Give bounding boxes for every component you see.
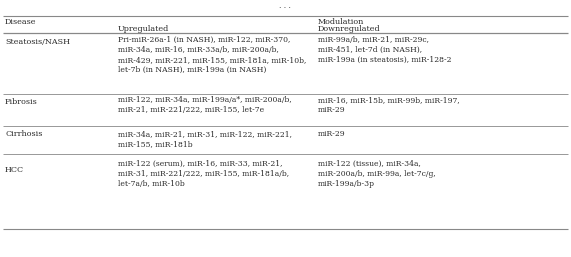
Text: miR-122, miR-34a, miR-199a/a*, miR-200a/b,
miR-21, miR-221/222, miR-155, let-7e: miR-122, miR-34a, miR-199a/a*, miR-200a/… [118,96,292,114]
Text: miR-99a/b, miR-21, miR-29c,
miR-451, let-7d (in NASH),
miR-199a (in steatosis), : miR-99a/b, miR-21, miR-29c, miR-451, let… [318,36,452,64]
Text: miR-122 (tissue), miR-34a,
miR-200a/b, miR-99a, let-7c/g,
miR-199a/b-3p: miR-122 (tissue), miR-34a, miR-200a/b, m… [318,160,436,188]
Text: HCC: HCC [5,166,24,174]
Text: Pri-miR-26a-1 (in NASH), miR-122, miR-370,
miR-34a, miR-16, miR-33a/b, miR-200a/: Pri-miR-26a-1 (in NASH), miR-122, miR-37… [118,36,307,74]
Text: . . .: . . . [279,2,291,10]
Text: Fibrosis: Fibrosis [5,98,38,106]
Text: Disease: Disease [5,18,37,26]
Text: Steatosis/NASH: Steatosis/NASH [5,38,70,46]
Text: miR-29: miR-29 [318,130,345,138]
Text: miR-34a, miR-21, miR-31, miR-122, miR-221,
miR-155, miR-181b: miR-34a, miR-21, miR-31, miR-122, miR-22… [118,130,292,148]
Text: Upregulated: Upregulated [118,25,169,33]
Text: Downregulated: Downregulated [318,25,381,33]
Text: miR-122 (serum), miR-16, miR-33, miR-21,
miR-31, miR-221/222, miR-155, miR-181a/: miR-122 (serum), miR-16, miR-33, miR-21,… [118,160,289,188]
Text: miR-16, miR-15b, miR-99b, miR-197,
miR-29: miR-16, miR-15b, miR-99b, miR-197, miR-2… [318,96,460,114]
Text: Modulation: Modulation [318,18,364,26]
Text: Cirrhosis: Cirrhosis [5,130,42,138]
